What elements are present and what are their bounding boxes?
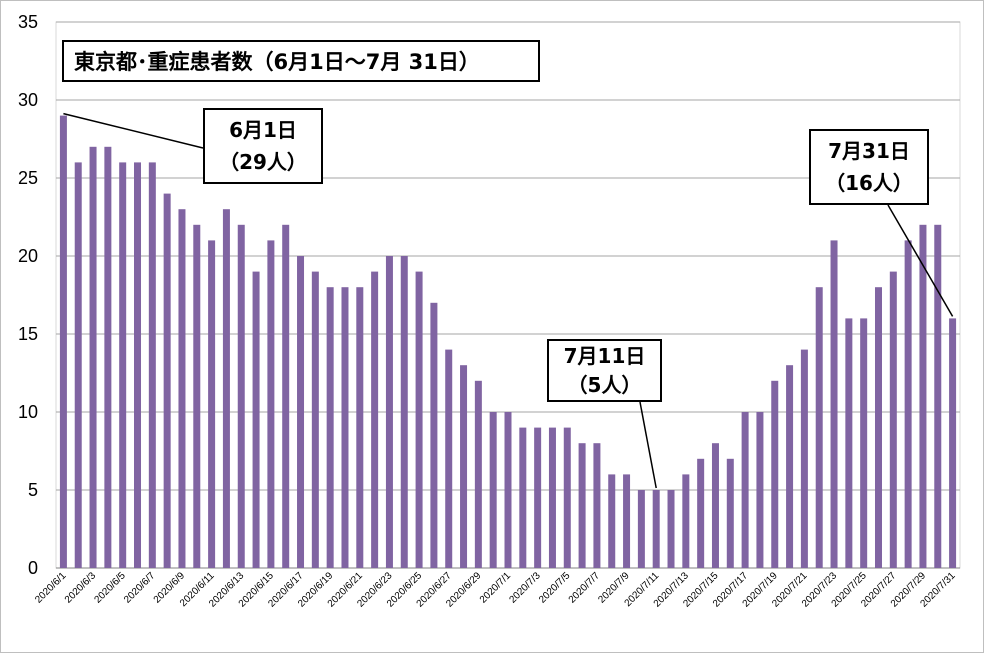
bar (445, 349, 453, 568)
bar (74, 162, 82, 568)
bar (356, 287, 364, 568)
bar (341, 287, 349, 568)
bar (563, 427, 571, 568)
bar (415, 271, 423, 568)
callout-july-31-date: 7月31日 (828, 139, 910, 163)
callout-june-1: 6月1日 （29人） (203, 108, 323, 184)
y-tick-label: 0 (28, 558, 38, 578)
y-tick-label: 5 (28, 480, 38, 500)
x-tick-label: 2020/7/5 (537, 570, 573, 606)
y-tick-label: 10 (18, 402, 38, 422)
bar (489, 412, 497, 568)
bar (237, 224, 245, 569)
bar (504, 412, 512, 568)
bar (519, 427, 527, 568)
bar (371, 271, 379, 568)
bar (193, 224, 201, 569)
y-tick-label: 15 (18, 324, 38, 344)
bar (163, 193, 171, 568)
callout-leaders (63, 112, 954, 489)
bar (89, 146, 97, 569)
bar (904, 240, 912, 568)
x-tick-label: 2020/6/5 (92, 570, 128, 606)
bar (860, 318, 868, 568)
bar (208, 240, 216, 568)
bar (222, 209, 230, 568)
bar (311, 271, 319, 568)
bar (593, 443, 601, 568)
callout-leader-line (887, 204, 954, 317)
bar (252, 271, 260, 568)
callout-july-11-count: （5人） (567, 372, 642, 397)
bar (756, 412, 764, 568)
y-axis-ticks: 0 5 10 15 20 25 30 35 (18, 12, 38, 578)
bar (297, 256, 305, 568)
callout-leader-line (639, 401, 657, 489)
bar (104, 146, 112, 569)
bar (771, 380, 779, 568)
bar (267, 240, 275, 568)
callout-july-31-count: （16人） (825, 171, 913, 195)
bar (326, 287, 334, 568)
x-tick-label: 2020/6/7 (122, 570, 158, 606)
y-tick-label: 35 (18, 12, 38, 32)
bar (578, 443, 586, 568)
chart-title: 東京都･重症患者数（6月1日～7月 31日） (62, 40, 540, 82)
callout-june-1-count: （29人） (219, 150, 307, 174)
bar (119, 162, 127, 568)
y-tick-label: 25 (18, 168, 38, 188)
bar (874, 287, 882, 568)
bar (741, 412, 749, 568)
bar (667, 490, 675, 568)
bar (726, 458, 734, 568)
x-tick-label: 2020/7/1 (478, 570, 514, 606)
bar (637, 490, 645, 568)
callout-june-1-date: 6月1日 (229, 118, 297, 142)
bar (845, 318, 853, 568)
bar (786, 365, 794, 568)
x-tick-label: 2020/7/3 (507, 570, 543, 606)
bar (711, 443, 719, 568)
bar (59, 115, 67, 568)
bar (282, 224, 290, 569)
bar (460, 365, 468, 568)
y-tick-label: 20 (18, 246, 38, 266)
bar (697, 458, 705, 568)
callout-leader-line (63, 112, 204, 149)
bar (815, 287, 823, 568)
bar (178, 209, 186, 568)
bar (623, 474, 631, 568)
bar (385, 256, 393, 568)
bars (59, 115, 957, 569)
x-axis-ticks: 2020/6/12020/6/32020/6/52020/6/72020/6/9… (33, 570, 958, 610)
callout-july-11-date: 7月11日 (563, 343, 646, 368)
x-tick-label: 2020/6/3 (63, 570, 99, 606)
bar (430, 302, 438, 568)
bar (889, 271, 897, 568)
bar (800, 349, 808, 568)
bar (949, 318, 957, 568)
bar (919, 224, 927, 569)
bar (400, 256, 408, 568)
bar (830, 240, 838, 568)
callout-july-11: 7月11日 （5人） (547, 339, 662, 402)
bar (474, 380, 482, 568)
bar (682, 474, 690, 568)
bar (652, 490, 660, 568)
bar (934, 224, 942, 569)
bar (148, 162, 156, 568)
x-tick-label: 2020/7/7 (567, 570, 603, 606)
y-tick-label: 30 (18, 90, 38, 110)
bar (534, 427, 542, 568)
bar (548, 427, 556, 568)
callout-july-31: 7月31日 （16人） (809, 129, 929, 205)
x-tick-label: 2020/6/1 (33, 570, 69, 606)
bar (134, 162, 142, 568)
bar (608, 474, 616, 568)
